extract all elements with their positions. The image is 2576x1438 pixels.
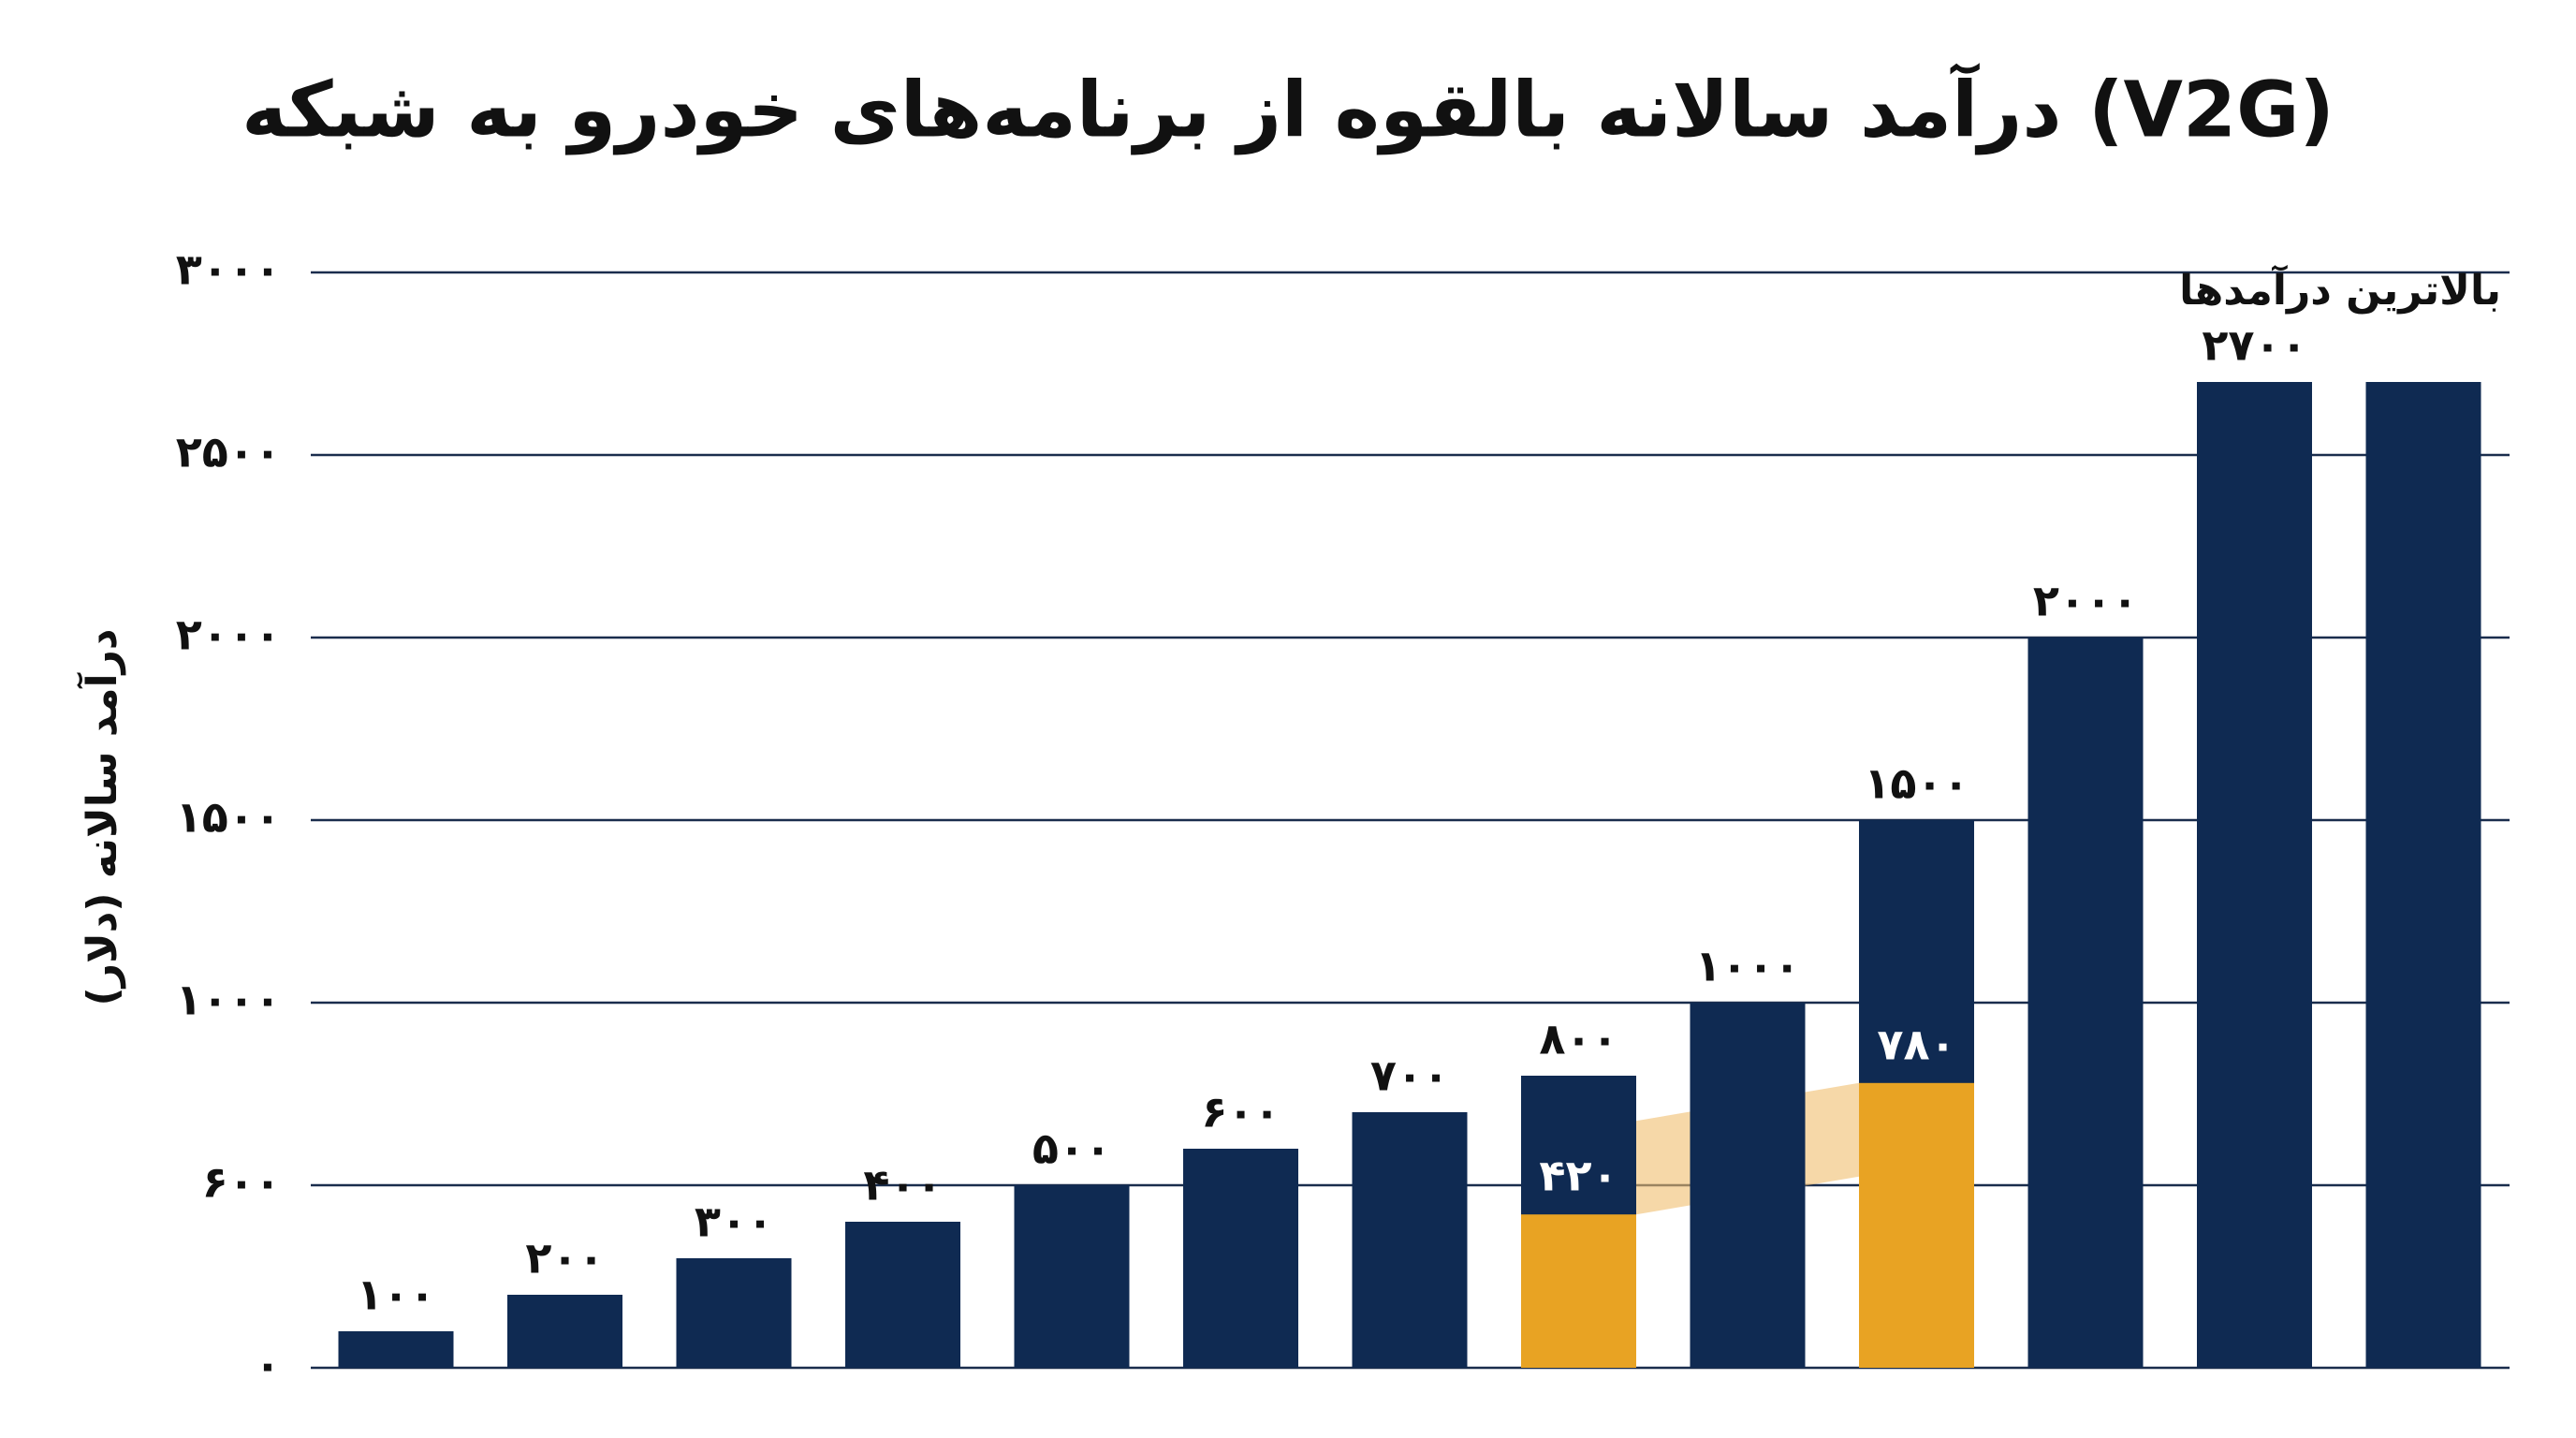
value-label: ۲۷۰۰ [2202, 320, 2306, 371]
bar [2027, 638, 2144, 1368]
highlight-bar [1521, 1214, 1636, 1368]
bar [1690, 1003, 1806, 1368]
y-tick-label: ۱۵۰۰ [176, 792, 281, 843]
highlight-bar [1859, 1082, 1974, 1368]
value-label: ۷۰۰ [1370, 1050, 1449, 1101]
highlight-label: ۷۸۰ [1877, 1019, 1955, 1069]
y-tick-label: ۳۰۰۰ [176, 244, 281, 295]
value-label: ۲۰۰۰ [2033, 576, 2138, 626]
bar [845, 1222, 960, 1368]
value-label: ۵۰۰ [1032, 1123, 1111, 1174]
value-label: ۳۰۰ [695, 1196, 773, 1247]
y-axis-label: درآمد سالانه (دلار) [76, 629, 126, 1006]
y-tick-label: ۱۰۰۰ [176, 975, 281, 1025]
y-tick-label: ۲۵۰۰ [176, 427, 281, 477]
value-label: ۴۰۰ [863, 1160, 942, 1211]
bar [2197, 382, 2312, 1368]
y-tick-label: ۲۰۰۰ [176, 609, 281, 660]
bar [1183, 1149, 1298, 1368]
bar [507, 1295, 622, 1368]
value-label: ۱۵۰۰ [1864, 758, 1969, 809]
annotation: بالاترین درآمدها [2179, 264, 2501, 315]
bar [2365, 382, 2481, 1368]
value-label: ۲۰۰ [525, 1233, 604, 1284]
value-label: ۱۰۰۰ [1695, 941, 1800, 991]
value-label: ۱۰۰ [357, 1269, 435, 1320]
value-label: ۸۰۰ [1539, 1014, 1617, 1064]
bar [338, 1331, 454, 1368]
highlight-label: ۴۲۰ [1539, 1151, 1617, 1201]
bar [676, 1258, 792, 1368]
bar [1014, 1185, 1130, 1368]
bar [1352, 1112, 1468, 1368]
value-label: ۶۰۰ [1201, 1087, 1280, 1137]
y-tick-label: ۰ [255, 1340, 281, 1390]
chart-title: درآمد سالانه بالقوه از برنامه‌های خودرو … [242, 62, 2334, 155]
y-tick-label: ۶۰۰ [202, 1157, 281, 1208]
